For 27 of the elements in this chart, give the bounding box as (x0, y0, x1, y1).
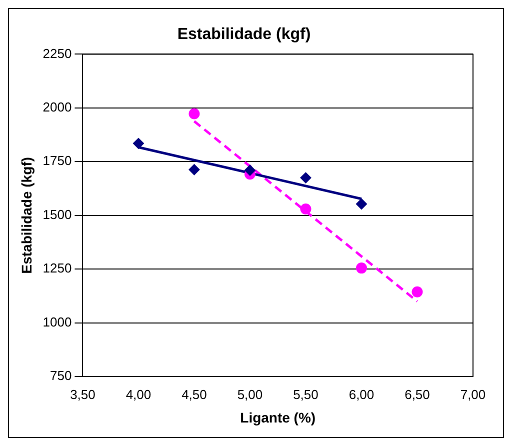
x-tick-label: 7,00 (460, 386, 486, 402)
x-tick-label: 6,50 (404, 386, 430, 402)
point (300, 172, 312, 184)
x-tick-label: 4,50 (182, 386, 207, 402)
point (132, 138, 144, 149)
y-tick-label: 1500 (42, 206, 72, 222)
x-tick-label: 6,00 (348, 386, 374, 402)
point (412, 286, 423, 298)
y-tick-label: 1000 (42, 314, 72, 330)
x-tick-label: 5,00 (237, 386, 263, 402)
chart-title: Estabilidade (kgf) (177, 26, 311, 44)
y-axis-title: Estabilidade (kgf) (18, 157, 34, 274)
point (188, 108, 200, 120)
point (356, 198, 367, 210)
y-tick-label: 1250 (42, 260, 72, 276)
y-tick-label: 2250 (42, 46, 72, 61)
x-tick-label: 4,00 (126, 386, 152, 402)
y-tick-label: 750 (50, 368, 72, 384)
point (188, 164, 200, 176)
x-tick-label: 5,50 (293, 386, 318, 402)
point (300, 203, 312, 214)
y-tick-label: 2000 (42, 100, 72, 115)
y-tick-label: 1750 (42, 153, 72, 168)
x-tick-label: 3,50 (70, 386, 96, 402)
point (356, 262, 367, 274)
point (244, 164, 256, 176)
x-axis-title: Ligante (%) (240, 409, 316, 426)
